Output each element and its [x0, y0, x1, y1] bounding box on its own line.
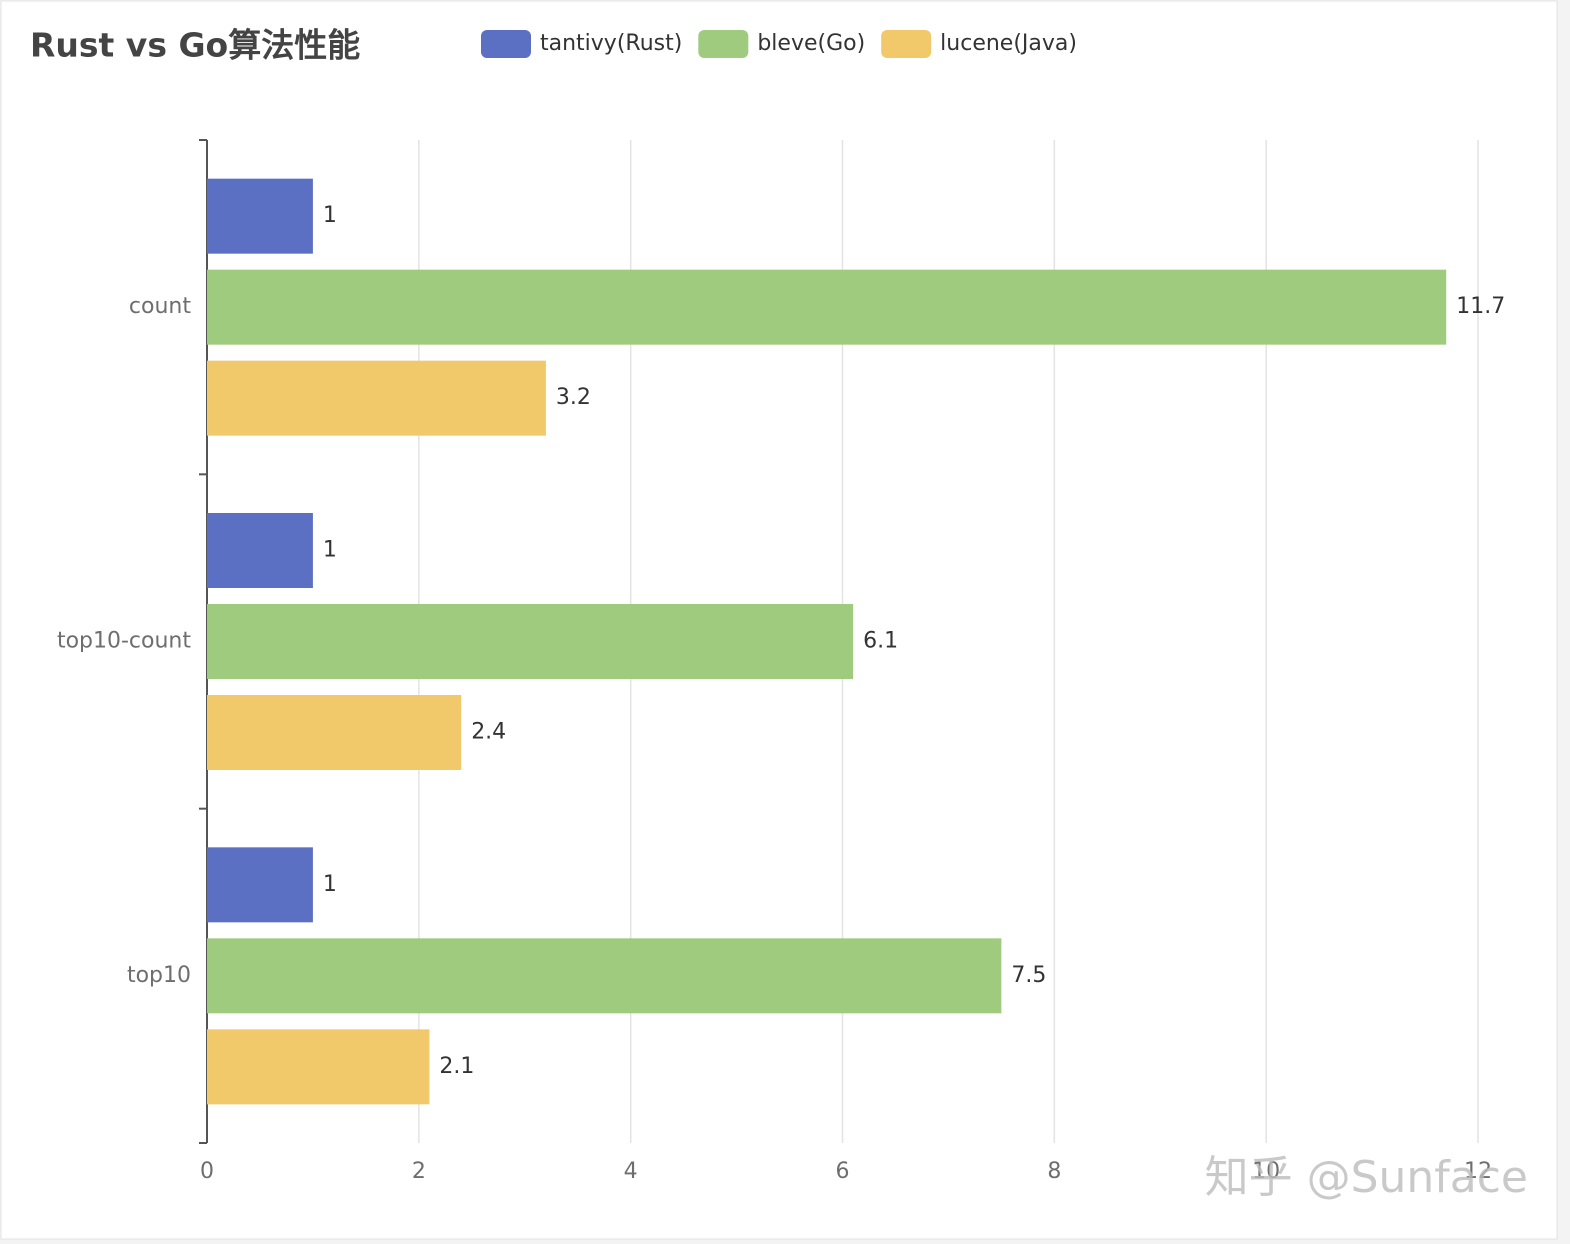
data-label: 7.5: [1011, 963, 1046, 988]
data-label: 11.7: [1456, 294, 1505, 319]
data-label: 1: [323, 203, 337, 228]
bar: [207, 513, 313, 588]
x-tick-label: 2: [412, 1159, 426, 1184]
bar: [207, 360, 546, 436]
x-tick-label: 8: [1047, 1159, 1061, 1184]
x-tick-label: 10: [1252, 1159, 1280, 1184]
legend-swatch[interactable]: [698, 30, 749, 58]
legend-swatch[interactable]: [481, 30, 531, 58]
y-tick-label: top10: [127, 963, 191, 988]
legend-label: tantivy(Rust): [540, 31, 682, 56]
x-tick-label: 12: [1464, 1159, 1492, 1184]
bar: [207, 604, 854, 679]
y-tick-label: count: [129, 294, 191, 319]
data-label: 3.2: [556, 385, 591, 410]
x-tick-label: 6: [836, 1159, 850, 1184]
data-label: 1: [323, 872, 337, 897]
data-label: 2.4: [471, 720, 506, 745]
x-tick-label: 0: [200, 1159, 214, 1184]
bar: [207, 178, 313, 254]
data-label: 1: [323, 538, 337, 563]
data-label: 2.1: [439, 1054, 474, 1079]
bar: [207, 938, 1002, 1014]
bar: [207, 269, 1447, 345]
data-label: 6.1: [863, 629, 898, 654]
watermark: 知乎 @Sunface: [1205, 1152, 1528, 1203]
y-tick-label: top10-count: [57, 629, 191, 654]
x-tick-label: 4: [624, 1159, 638, 1184]
bar: [207, 1029, 430, 1105]
legend-label: lucene(Java): [940, 31, 1077, 56]
legend-label: bleve(Go): [757, 31, 865, 56]
bar: [207, 847, 313, 923]
legend-swatch[interactable]: [881, 30, 932, 58]
chart-title: Rust vs Go算法性能: [30, 26, 360, 65]
bar: [207, 695, 462, 770]
